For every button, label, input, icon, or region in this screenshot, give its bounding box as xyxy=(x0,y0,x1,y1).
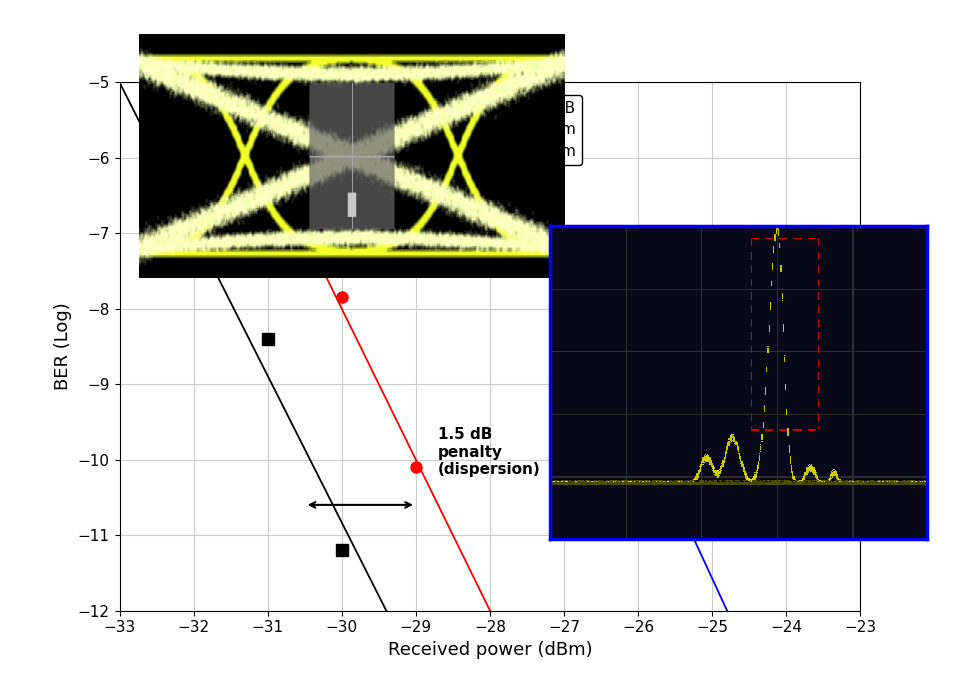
Legend: B-to-B, 40 km, 85 km: B-to-B, 40 km, 85 km xyxy=(484,95,582,165)
Line: 40 km: 40 km xyxy=(262,201,422,473)
B-to-B xyxy=(336,546,347,554)
Y-axis label: BER (Log): BER (Log) xyxy=(54,303,73,390)
85 km xyxy=(633,425,644,434)
Text: 1.5 dB
penalty
(dispersion): 1.5 dB penalty (dispersion) xyxy=(438,427,541,477)
Line: B-to-B: B-to-B xyxy=(188,201,347,556)
40 km xyxy=(262,203,273,211)
85 km xyxy=(558,274,570,283)
B-to-B xyxy=(262,335,273,343)
85 km xyxy=(485,113,496,121)
40 km xyxy=(336,294,347,302)
Line: 85 km: 85 km xyxy=(485,110,643,435)
B-to-B xyxy=(188,203,200,211)
40 km xyxy=(410,463,422,471)
X-axis label: Received power (dBm): Received power (dBm) xyxy=(387,641,593,659)
